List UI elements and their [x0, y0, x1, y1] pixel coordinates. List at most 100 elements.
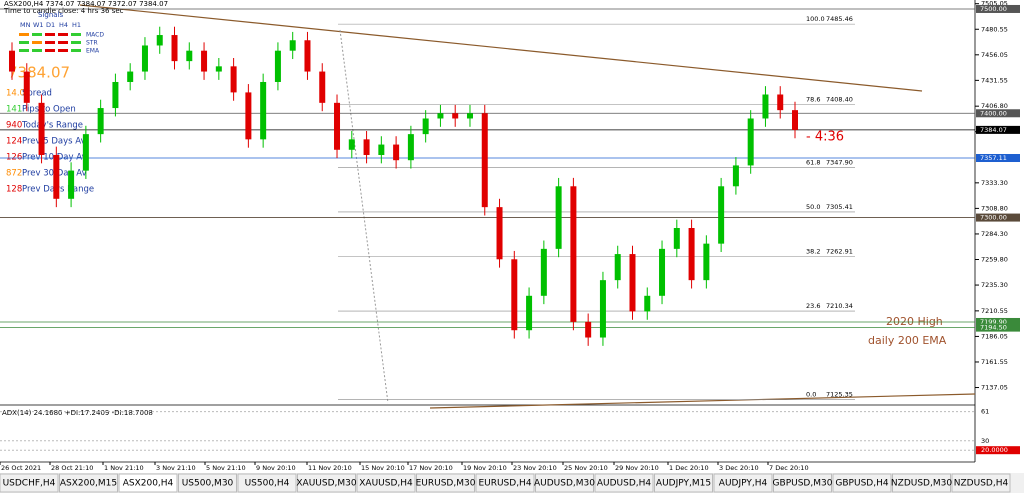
tab[interactable]: [356, 473, 416, 493]
candle-body: [659, 248, 666, 296]
signal-cell: [71, 49, 81, 52]
tab-label[interactable]: USDCHF,H4: [3, 479, 56, 489]
fib-price: 7347.90: [826, 159, 853, 167]
candle-body: [260, 81, 267, 140]
candle-body: [97, 108, 104, 135]
tab[interactable]: [475, 473, 535, 493]
tab[interactable]: [297, 473, 356, 493]
candle-body: [452, 113, 459, 119]
tab-label[interactable]: US500,H4: [245, 479, 290, 489]
tab-label[interactable]: AUDJPY,M15: [656, 479, 711, 489]
note-daily-ema: daily 200 EMA: [868, 334, 947, 347]
signals-title: Signals: [38, 11, 64, 19]
candle-body: [319, 71, 326, 103]
tab[interactable]: [832, 473, 892, 493]
tab[interactable]: [59, 473, 118, 493]
x-tick-label: 5 Nov 21:10: [206, 464, 246, 472]
tab[interactable]: [416, 473, 475, 493]
tab[interactable]: [713, 473, 773, 493]
candle-body: [274, 50, 281, 82]
candle-body: [599, 280, 606, 338]
fib-level: 50.0: [806, 203, 820, 211]
fib-price: 7485.46: [826, 15, 853, 23]
signal-row-label: MACD: [86, 32, 104, 39]
signal-cell: [58, 33, 68, 36]
candle-body: [215, 66, 222, 72]
y-tick-label: 7333.30: [981, 179, 1008, 187]
candle-body: [570, 186, 577, 322]
candle-body: [703, 243, 710, 281]
candle-body: [363, 139, 370, 155]
y-tick-label: 7431.55: [981, 76, 1008, 84]
price-box-label: 7357.11: [980, 154, 1007, 162]
y-tick-label: 7137.05: [981, 384, 1008, 392]
tab-label[interactable]: AUDUSD,H4: [597, 479, 652, 489]
y-tick-label: 7505.05: [981, 0, 1008, 8]
tab-label[interactable]: ASX200,M15: [60, 479, 117, 489]
tab-label[interactable]: ASX200,H4: [123, 479, 174, 489]
fib-level: 0.0: [806, 391, 816, 399]
fib-anchor-line: [339, 29, 389, 404]
signal-period: H1: [72, 21, 81, 29]
fib-price: 7125.35: [826, 391, 853, 399]
tab[interactable]: [178, 473, 237, 493]
tab[interactable]: [237, 473, 297, 493]
tab[interactable]: [654, 473, 713, 493]
big-price: 7384.07: [8, 64, 70, 82]
fib-level: 61.8: [806, 159, 820, 167]
x-tick-label: 17 Nov 20:10: [409, 464, 453, 472]
signal-cell: [45, 49, 55, 52]
tab-label[interactable]: US500,M30: [182, 479, 234, 489]
tab-label[interactable]: AUDJPY,H4: [719, 479, 768, 489]
tab-label[interactable]: GBPUSD,H4: [835, 479, 888, 489]
candle-body: [53, 154, 60, 199]
tab-label[interactable]: NZDUSD,M30: [891, 479, 952, 489]
tab-label[interactable]: XAUUSD,H4: [359, 479, 413, 489]
info-value: 128: [6, 185, 22, 195]
x-tick-label: 3 Dec 20:10: [719, 464, 759, 472]
candle-body: [393, 144, 400, 161]
candle-body: [171, 35, 178, 62]
signal-cell: [19, 49, 29, 52]
candle-body: [762, 94, 769, 119]
tab[interactable]: [892, 473, 951, 493]
candle-body: [718, 186, 725, 244]
candle-body: [9, 50, 15, 72]
tab[interactable]: [773, 473, 832, 493]
signal-cell: [58, 49, 68, 52]
candle-body: [792, 110, 798, 130]
fib-price: 7408.40: [826, 96, 853, 104]
tab[interactable]: [594, 473, 654, 493]
tab-label[interactable]: GBPUSD,M30: [773, 479, 833, 489]
tab[interactable]: [0, 473, 59, 493]
y-tick-label: 7284.30: [981, 230, 1008, 238]
x-tick-label: 9 Nov 20:10: [256, 464, 296, 472]
info-label: Today's Range: [21, 121, 83, 131]
candle-body: [289, 40, 296, 51]
price-box: [976, 323, 1020, 332]
tab[interactable]: [535, 473, 594, 493]
candle-body: [614, 254, 621, 281]
candle-body: [526, 295, 533, 331]
tab-label[interactable]: AUDUSD,M30: [534, 479, 595, 489]
signal-cell: [32, 41, 42, 44]
fib-level: 78.6: [806, 96, 820, 104]
info-label: Spread: [22, 89, 52, 99]
info-label: Pips to Open: [22, 105, 76, 115]
tab-label[interactable]: NZDUSD,H4: [954, 479, 1009, 489]
tab-label[interactable]: EURUSD,M30: [416, 479, 476, 489]
x-tick-label: 26 Oct 2021: [1, 464, 41, 472]
countdown: - 4:36: [806, 130, 844, 145]
candle-body: [348, 139, 355, 150]
tab[interactable]: [951, 473, 1011, 493]
signal-cell: [32, 49, 42, 52]
tab[interactable]: [118, 473, 178, 493]
x-tick-label: 15 Nov 20:10: [361, 464, 405, 472]
tab-label[interactable]: XAUUSD,M30: [296, 479, 356, 489]
header: ASX200,H4 7374.07 7384.07 7372.07 7384.0…: [4, 0, 168, 8]
tab-label[interactable]: EURUSD,H4: [478, 479, 531, 489]
price-box-label: 7194.50: [980, 324, 1007, 332]
info-value: 124: [6, 137, 22, 147]
